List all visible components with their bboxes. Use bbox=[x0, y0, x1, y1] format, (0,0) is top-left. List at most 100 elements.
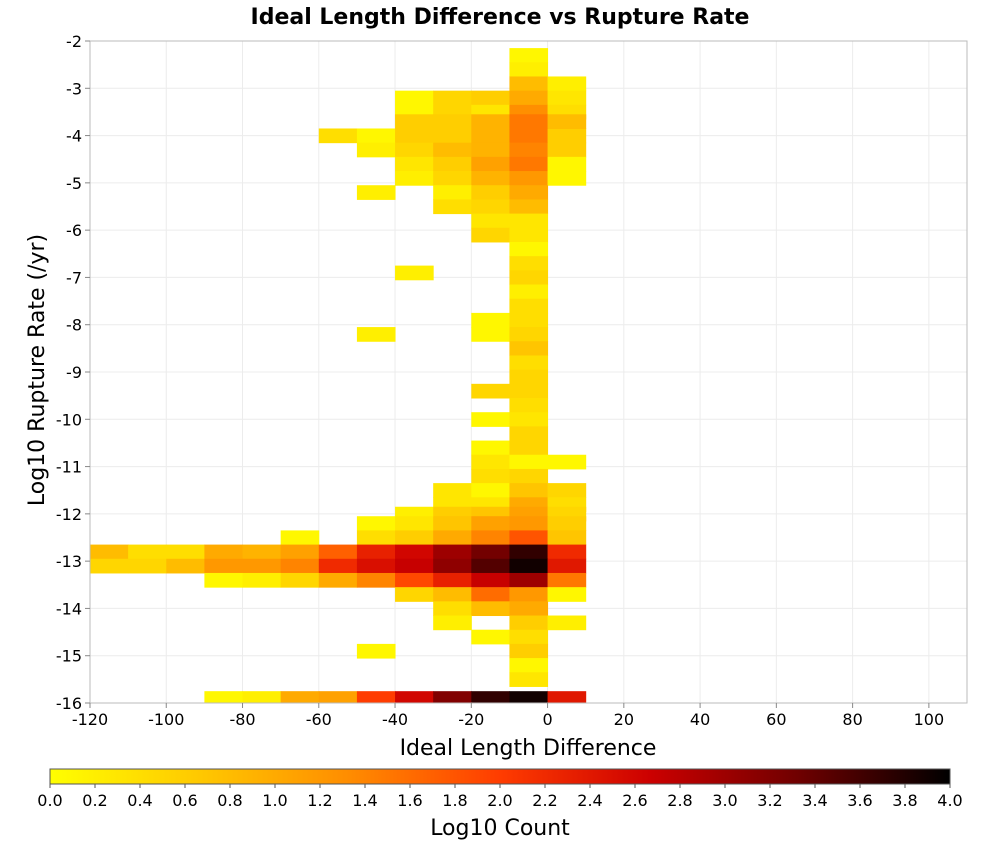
colorbar-tick-label: 3.6 bbox=[847, 791, 872, 810]
x-tick-label: 100 bbox=[914, 710, 945, 729]
colorbar-tick-label: 0.4 bbox=[127, 791, 152, 810]
heatmap-cell bbox=[547, 516, 587, 531]
heatmap-cells bbox=[90, 48, 587, 704]
heatmap-cell bbox=[509, 62, 549, 77]
colorbar-tick-label: 1.8 bbox=[442, 791, 467, 810]
heatmap-cell bbox=[433, 544, 472, 560]
heatmap-cell bbox=[356, 142, 396, 158]
x-tick-label: -100 bbox=[148, 710, 184, 729]
heatmap-cell bbox=[395, 142, 434, 158]
heatmap-cell bbox=[471, 691, 510, 704]
colorbar-tick-label: 2.6 bbox=[622, 791, 647, 810]
heatmap-cell bbox=[509, 615, 549, 631]
heatmap-cell bbox=[356, 327, 396, 342]
heatmap-cell bbox=[509, 256, 549, 271]
colorbar-tick-label: 0.2 bbox=[82, 791, 107, 810]
heatmap-cell bbox=[547, 615, 587, 631]
heatmap-cell bbox=[356, 544, 396, 560]
heatmap-cell bbox=[471, 383, 510, 399]
heatmap-cell bbox=[90, 544, 129, 560]
y-tick-label: -10 bbox=[56, 410, 82, 429]
heatmap-cell bbox=[471, 327, 510, 342]
heatmap-cell bbox=[433, 691, 472, 704]
heatmap-cell bbox=[128, 544, 167, 560]
heatmap-cell bbox=[509, 142, 549, 158]
heatmap-cell bbox=[509, 199, 549, 215]
heatmap-cell bbox=[547, 572, 587, 588]
heatmap-cell bbox=[395, 171, 434, 186]
colorbar-tick-label: 0.0 bbox=[37, 791, 62, 810]
y-tick-label: -8 bbox=[66, 316, 82, 335]
heatmap-cell bbox=[471, 199, 510, 215]
x-tick-label: -80 bbox=[229, 710, 255, 729]
y-tick-label: -9 bbox=[66, 363, 82, 382]
y-tick-label: -16 bbox=[56, 694, 82, 713]
heatmap-cell bbox=[547, 142, 587, 158]
heatmap-cell bbox=[547, 530, 587, 546]
heatmap-cell bbox=[433, 516, 472, 531]
heatmap-cell bbox=[433, 142, 472, 158]
heatmap-cell bbox=[547, 691, 587, 704]
heatmap-cell bbox=[547, 483, 587, 498]
colorbar-tick-label: 1.2 bbox=[307, 791, 332, 810]
heatmap-cell bbox=[433, 601, 472, 617]
heatmap-cell bbox=[433, 558, 472, 574]
heatmap-cell bbox=[433, 483, 472, 498]
x-tick-label: 0 bbox=[542, 710, 552, 729]
heatmap-cell bbox=[509, 440, 549, 456]
heatmap-cell bbox=[471, 213, 510, 229]
heatmap-cell bbox=[318, 128, 358, 144]
heatmap-cell bbox=[509, 672, 549, 687]
heatmap-cell bbox=[204, 691, 244, 704]
heatmap-cell bbox=[471, 171, 510, 186]
heatmap-cell bbox=[509, 412, 549, 427]
heatmap-cell bbox=[509, 691, 549, 704]
heatmap-cell bbox=[509, 128, 549, 144]
heatmap-cell bbox=[509, 355, 549, 371]
heatmap-cell bbox=[509, 601, 549, 617]
heatmap-cell bbox=[90, 558, 129, 574]
heatmap-cell bbox=[509, 587, 549, 602]
heatmap-cell bbox=[471, 530, 510, 546]
heatmap-cell bbox=[471, 142, 510, 158]
heatmap-cell bbox=[395, 530, 434, 546]
heatmap-cell bbox=[471, 483, 510, 498]
heatmap-cell bbox=[471, 516, 510, 531]
heatmap-cell bbox=[509, 76, 549, 92]
heatmap-cell bbox=[509, 629, 549, 645]
heatmap-cell bbox=[471, 454, 510, 470]
heatmap-cell bbox=[471, 440, 510, 456]
heatmap-cell bbox=[509, 454, 549, 470]
y-tick-label: -11 bbox=[56, 458, 82, 477]
heatmap-cell bbox=[471, 629, 510, 645]
heatmap-cell bbox=[395, 90, 434, 106]
y-tick-label: -2 bbox=[66, 32, 82, 51]
heatmap-cell bbox=[204, 544, 244, 560]
heatmap-cell bbox=[547, 76, 587, 92]
heatmap-cell bbox=[471, 601, 510, 617]
heatmap-cell bbox=[433, 199, 472, 215]
y-tick-label: -3 bbox=[66, 79, 82, 98]
heatmap-cell bbox=[471, 572, 510, 588]
heatmap-cell bbox=[433, 90, 472, 106]
heatmap-cell bbox=[356, 530, 396, 546]
heatmap-cell bbox=[509, 298, 549, 314]
heatmap-cell bbox=[204, 558, 244, 574]
heatmap-cell bbox=[471, 558, 510, 574]
heatmap-cell bbox=[471, 90, 510, 106]
heatmap-cell bbox=[433, 156, 472, 172]
heatmap-cell bbox=[433, 185, 472, 200]
x-tick-label: -60 bbox=[306, 710, 332, 729]
colorbar-tick-label: 3.4 bbox=[802, 791, 827, 810]
y-tick-label: -6 bbox=[66, 221, 82, 240]
colorbar-tick-label: 4.0 bbox=[937, 791, 962, 810]
heatmap-cell bbox=[433, 530, 472, 546]
chart-title: Ideal Length Difference vs Rupture Rate bbox=[251, 5, 750, 30]
heatmap-cell bbox=[547, 587, 587, 602]
heatmap-cell bbox=[509, 544, 549, 560]
heatmap-cell bbox=[509, 530, 549, 546]
heatmap-cell bbox=[509, 171, 549, 186]
heatmap-cell bbox=[471, 227, 510, 243]
heatmap-cell bbox=[433, 128, 472, 144]
heatmap-cell bbox=[280, 691, 320, 704]
